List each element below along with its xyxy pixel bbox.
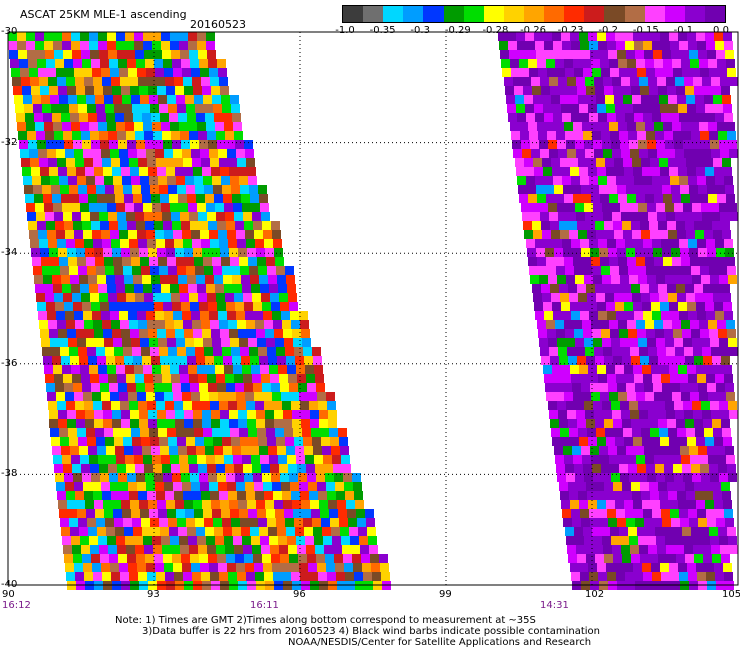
colorbar-label: -0.1 xyxy=(673,25,694,36)
colorbar-swatch xyxy=(544,6,565,22)
lat-tick-label: -30 xyxy=(1,26,18,37)
colorbar-swatch xyxy=(403,6,424,22)
time-label-14-31: 14:31 xyxy=(540,600,569,611)
colorbar-swatch xyxy=(604,6,625,22)
lat-tick-label: -32 xyxy=(1,136,18,148)
swath-cells xyxy=(8,32,738,590)
time-label-16-11: 16:11 xyxy=(250,600,279,611)
lon-tick-label: 90 xyxy=(2,589,15,600)
colorbar-swatch xyxy=(624,6,645,22)
product-title: ASCAT 25KM MLE-1 ascending xyxy=(20,8,187,21)
lon-tick-label: 102 xyxy=(585,589,605,600)
note-line-3: NOAA/NESDIS/Center for Satellite Applica… xyxy=(288,637,592,648)
product-date: 20160523 xyxy=(190,18,246,31)
colorbar-label: 0.0 xyxy=(713,25,729,36)
lat-tick-label: -38 xyxy=(1,468,18,480)
colorbar-swatch xyxy=(483,6,504,22)
colorbar-swatch xyxy=(463,6,484,22)
lat-tick-label: -36 xyxy=(1,357,18,369)
colorbar-label: -0.28 xyxy=(482,25,509,36)
note-line-1: Note: 1) Times are GMT 2)Times along bot… xyxy=(115,615,536,626)
colorbar-swatch xyxy=(564,6,585,22)
colorbar-label: -0.29 xyxy=(444,25,471,36)
time-label-16-12: 16:12 xyxy=(2,600,31,611)
colorbar-label: -0.15 xyxy=(632,25,659,36)
colorbar-label: -0.2 xyxy=(598,25,618,36)
lat-tick-label: -40 xyxy=(1,579,18,590)
colorbar-swatch xyxy=(343,6,364,22)
colorbar-swatch xyxy=(363,6,384,22)
colorbar-swatch xyxy=(523,6,545,22)
colorbar-swatch xyxy=(383,6,404,22)
colorbar-swatch xyxy=(503,6,524,22)
colorbar-label: -0.35 xyxy=(369,25,396,36)
colorbar-swatch xyxy=(704,6,726,22)
lat-tick-label: -34 xyxy=(1,247,18,259)
note-line-2: 3)Data buffer is 22 hrs from 20160523 4)… xyxy=(142,626,600,637)
colorbar-label: -0.23 xyxy=(557,25,584,36)
lon-tick-label: 96 xyxy=(293,589,306,600)
colorbar-swatch xyxy=(443,6,464,22)
colorbar-label: -0.26 xyxy=(520,25,546,36)
colorbar-swatch xyxy=(684,6,705,22)
colorbar xyxy=(342,5,726,23)
colorbar-label: -1.0 xyxy=(335,25,355,36)
lon-tick-label: 93 xyxy=(147,589,160,600)
colorbar-swatch xyxy=(584,6,605,22)
lon-tick-label: 99 xyxy=(439,589,452,600)
colorbar-swatch xyxy=(664,6,685,22)
lon-tick-label: 105 xyxy=(722,589,740,600)
colorbar-swatch xyxy=(644,6,665,22)
colorbar-swatch xyxy=(423,6,444,22)
colorbar-label: -0.3 xyxy=(410,25,430,36)
